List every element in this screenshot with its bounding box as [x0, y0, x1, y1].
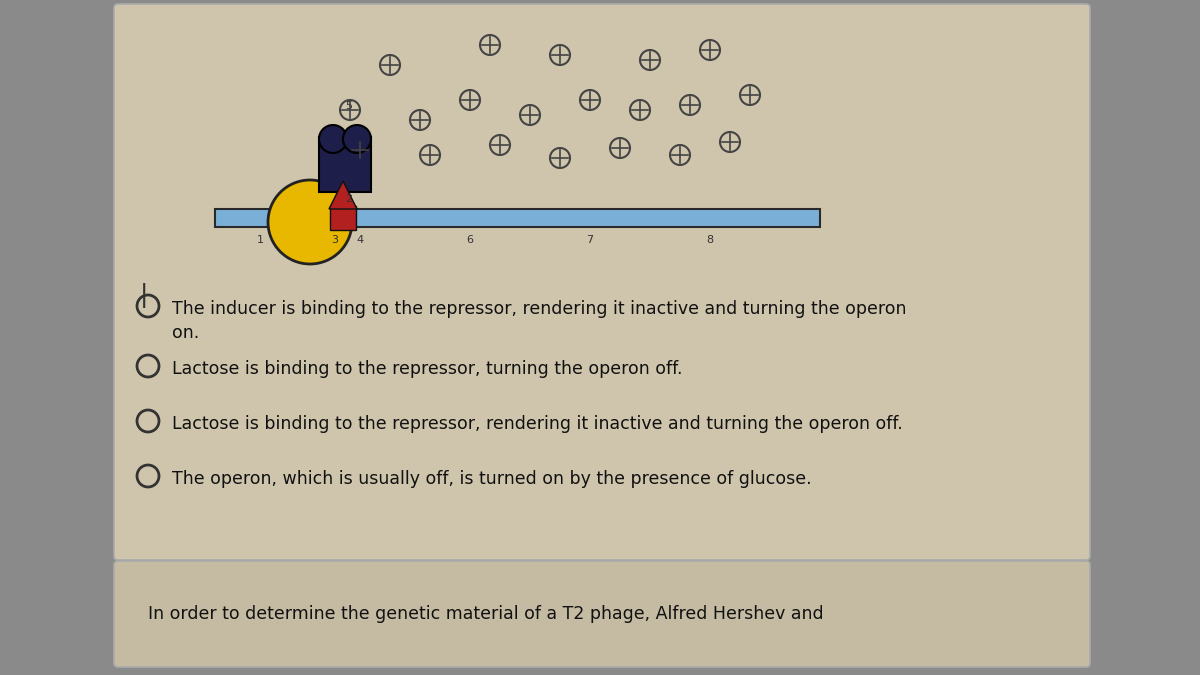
Text: 6: 6 — [467, 235, 474, 245]
Text: The inducer is binding to the repressor, rendering it inactive and turning the o: The inducer is binding to the repressor,… — [172, 300, 906, 342]
Polygon shape — [329, 181, 358, 209]
Text: 8: 8 — [707, 235, 714, 245]
Bar — [319, 137, 371, 192]
FancyBboxPatch shape — [114, 4, 1090, 560]
Text: 3: 3 — [331, 235, 338, 245]
Text: |: | — [140, 283, 149, 308]
Text: 7: 7 — [587, 235, 594, 245]
Circle shape — [343, 125, 371, 153]
FancyBboxPatch shape — [114, 561, 1090, 667]
Text: In order to determine the genetic material of a T2 phage, Alfred Hershev and: In order to determine the genetic materi… — [148, 605, 823, 623]
Text: 2: 2 — [346, 194, 353, 204]
Bar — [215, 209, 820, 227]
Bar — [330, 206, 356, 230]
Text: The operon, which is usually off, is turned on by the presence of glucose.: The operon, which is usually off, is tur… — [172, 470, 811, 488]
Text: 5: 5 — [346, 101, 353, 111]
Text: 1: 1 — [257, 235, 264, 245]
Text: Lactose is binding to the repressor, turning the operon off.: Lactose is binding to the repressor, tur… — [172, 360, 683, 378]
Circle shape — [319, 125, 347, 153]
Text: Lactose is binding to the repressor, rendering it inactive and turning the opero: Lactose is binding to the repressor, ren… — [172, 415, 902, 433]
Circle shape — [268, 180, 352, 264]
Text: 4: 4 — [356, 235, 364, 245]
